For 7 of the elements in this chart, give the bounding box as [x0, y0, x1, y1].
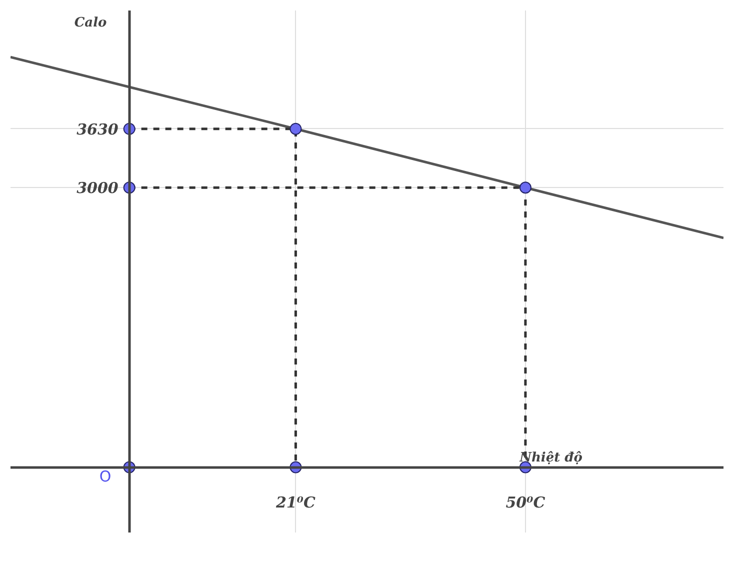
x-tick-label: 21⁰C	[275, 493, 316, 512]
y-tick-label: 3630	[76, 120, 119, 138]
x-tick-label: 50⁰C	[506, 493, 546, 512]
y-tick-label: 3000	[76, 179, 119, 198]
x-axis-title: Nhiệt độ	[518, 450, 583, 466]
y-axis-title: Calo	[74, 16, 108, 30]
annotation: O	[99, 467, 112, 486]
